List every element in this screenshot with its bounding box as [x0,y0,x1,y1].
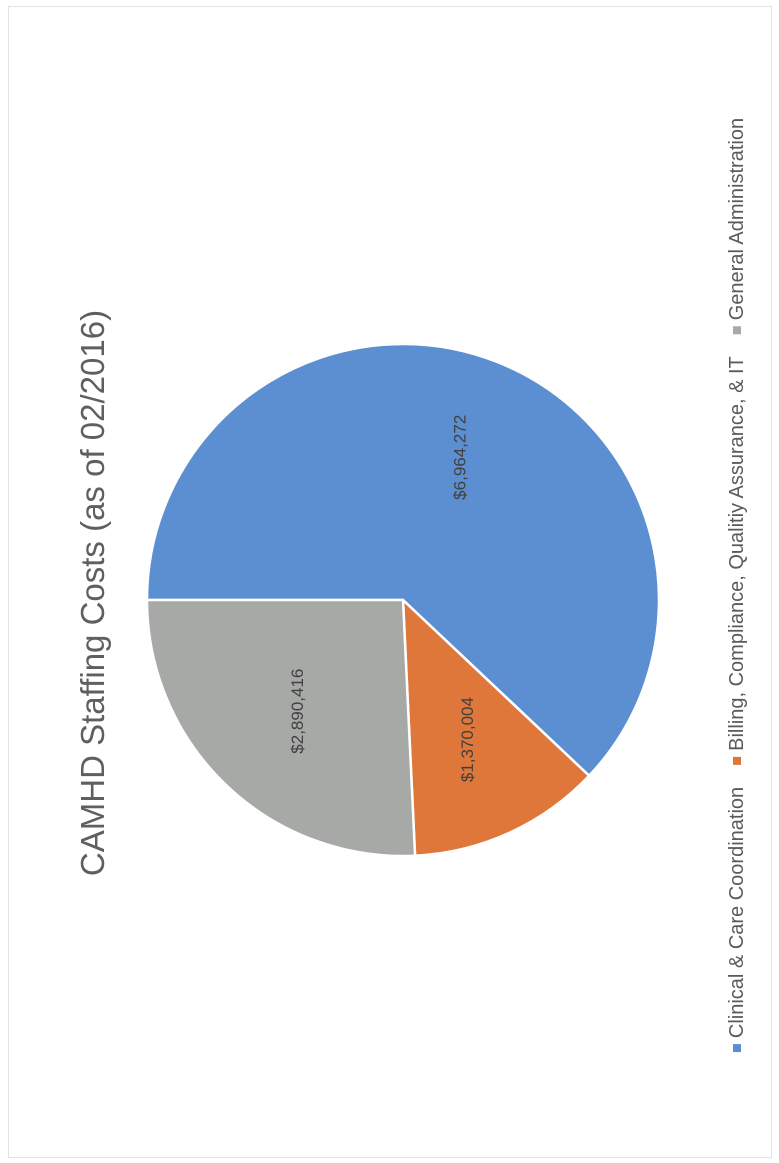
legend-label-3: General Administration [726,118,748,320]
pie-slice-1 [145,342,661,778]
chart-frame [8,6,772,1158]
data-labels: $6,964,272 $1,370,004 $2,890,416 [288,415,477,782]
pie-slices [145,342,661,858]
legend-item-3: General Administration [726,118,748,335]
data-label-1: $6,964,272 [451,415,470,500]
pie-slice-2 [401,598,591,857]
chart-title: CAMHD Staffing Costs (as of 02/2016) [74,310,111,876]
data-label-3: $2,890,416 [288,669,307,754]
data-label-2: $1,370,004 [458,697,477,782]
legend-swatch-1 [733,1044,741,1053]
legend-label-2: Billing, Compliance, Qualitiy Assurance,… [726,356,748,751]
legend-item-1: Clinical & Care Coordination [726,787,748,1053]
legend-swatch-2 [733,756,741,765]
legend: Clinical & Care Coordination Billing, Com… [726,118,748,1053]
legend-swatch-3 [733,326,741,335]
legend-label-1: Clinical & Care Coordination [726,787,748,1038]
pie-slice-3 [145,598,417,858]
legend-item-2: Billing, Compliance, Qualitiy Assurance,… [726,356,748,765]
